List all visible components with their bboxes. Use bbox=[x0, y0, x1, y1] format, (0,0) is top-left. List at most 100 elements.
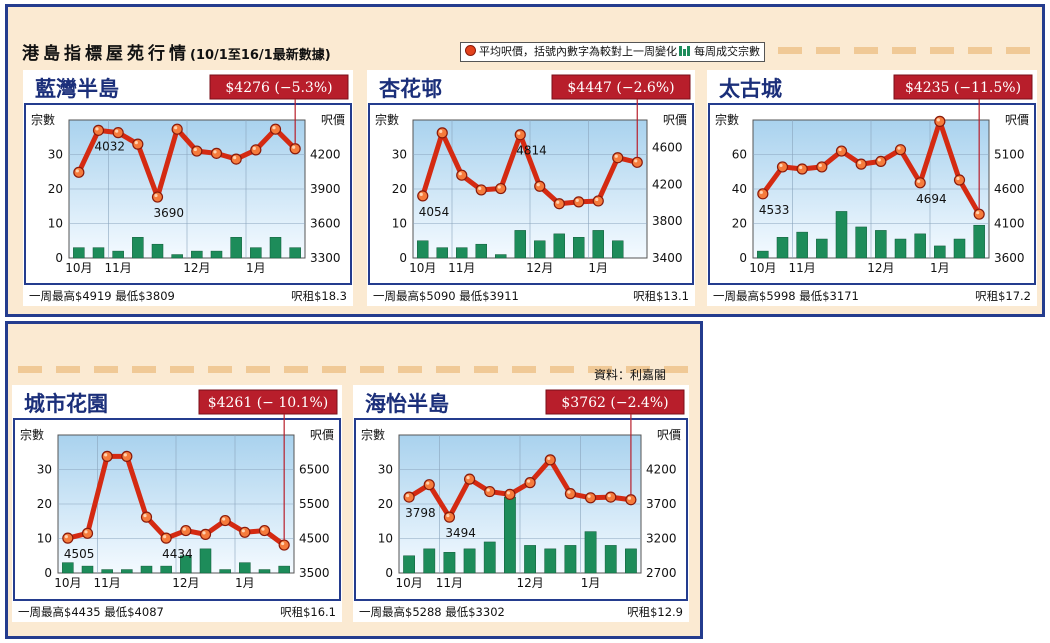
price-point bbox=[210, 147, 223, 159]
price-point bbox=[132, 138, 144, 150]
price-point bbox=[631, 156, 643, 168]
price-point bbox=[92, 124, 105, 136]
right-tick-label: 2700 bbox=[646, 566, 677, 580]
price-callout-box bbox=[545, 389, 685, 415]
x-tick-label: 1月 bbox=[246, 261, 266, 275]
price-point-highlight bbox=[261, 527, 265, 531]
volume-bar bbox=[934, 245, 946, 259]
legend-volume-label: 每周成交宗數 bbox=[694, 45, 760, 58]
left-tick-label: 30 bbox=[37, 463, 52, 477]
price-point-highlight bbox=[614, 154, 618, 158]
volume-bar bbox=[62, 562, 74, 574]
right-tick-label: 4200 bbox=[646, 463, 677, 477]
volume-bar bbox=[855, 226, 867, 259]
chart-card-taikoo-shing: 太古城 $4235 (−11.5%) 宗數 呎價 0 20 40 60 3600 4100 4600… bbox=[707, 70, 1037, 306]
right-tick-label: 3400 bbox=[652, 251, 683, 265]
price-point-highlight bbox=[143, 514, 147, 518]
right-tick-label: 3500 bbox=[299, 566, 330, 580]
price-point bbox=[605, 491, 617, 503]
right-axis-label: 呎價 bbox=[310, 428, 334, 442]
right-tick-label: 3700 bbox=[646, 497, 677, 511]
chart-card-city-garden: 城市花園 $4261 (− 10.1%) 宗數 呎價 0 10 20 30 3500 4500 55… bbox=[12, 385, 342, 622]
x-tick-label: 11月 bbox=[105, 261, 132, 275]
price-point-highlight bbox=[182, 527, 186, 531]
legend-price-label: 平均呎價，括號內數字為較對上一周變化 bbox=[479, 45, 677, 58]
chart-svg: 海怡半島 $3762 (−2.4%) 宗數 呎價 0 10 20 30 2700 3200 3700… bbox=[354, 389, 688, 619]
left-tick-label: 0 bbox=[739, 251, 747, 265]
price-point bbox=[269, 123, 282, 135]
price-point bbox=[816, 161, 828, 173]
price-point bbox=[219, 514, 231, 527]
price-point bbox=[914, 177, 926, 189]
volume-bar bbox=[132, 237, 144, 259]
price-point bbox=[81, 527, 94, 539]
footer-rent: 呎租$18.3 bbox=[291, 289, 347, 303]
volume-bar bbox=[776, 237, 789, 259]
volume-bar bbox=[564, 545, 577, 574]
left-axis-label: 宗數 bbox=[361, 427, 385, 442]
price-point bbox=[443, 511, 456, 523]
price-callout: $3762 (−2.4%) bbox=[561, 395, 668, 411]
price-point-highlight bbox=[526, 479, 531, 483]
volume-bar bbox=[81, 565, 94, 574]
volume-bar bbox=[504, 496, 516, 574]
price-point-highlight bbox=[75, 169, 79, 173]
x-tick-label: 10月 bbox=[54, 576, 81, 590]
chart-card-south-horizons: 海怡半島 $3762 (−2.4%) 宗數 呎價 0 10 20 30 2700 3200 3700… bbox=[353, 385, 689, 622]
volume-bar bbox=[914, 233, 926, 259]
x-tick-label: 11月 bbox=[448, 261, 475, 275]
price-point bbox=[776, 161, 789, 173]
left-tick-label: 20 bbox=[48, 182, 63, 196]
price-point bbox=[757, 188, 769, 200]
price-point bbox=[160, 532, 172, 544]
price-callout: $4276 (−5.3%) bbox=[225, 80, 332, 96]
price-point bbox=[62, 532, 74, 544]
price-callout: $4261 (− 10.1%) bbox=[208, 395, 329, 411]
left-tick-label: 20 bbox=[732, 217, 747, 231]
right-tick-label: 4200 bbox=[310, 148, 341, 162]
volume-bar bbox=[835, 211, 848, 259]
price-point-highlight bbox=[976, 211, 980, 215]
left-axis-label: 宗數 bbox=[375, 112, 399, 127]
right-tick-label: 6500 bbox=[299, 463, 330, 477]
price-point bbox=[534, 180, 546, 192]
x-tick-label: 12月 bbox=[526, 261, 553, 275]
price-point-highlight bbox=[95, 127, 99, 131]
volume-bar bbox=[258, 569, 271, 574]
left-tick-label: 20 bbox=[392, 182, 407, 196]
price-point-highlight bbox=[838, 147, 842, 152]
price-point-highlight bbox=[818, 163, 822, 168]
price-point-highlight bbox=[607, 494, 611, 498]
price-point bbox=[403, 491, 415, 503]
price-point bbox=[230, 153, 242, 165]
price-point-highlight bbox=[917, 179, 921, 183]
footer-high-low: 一周最高$4435 最低$4087 bbox=[18, 605, 164, 619]
price-point bbox=[239, 526, 251, 538]
price-point bbox=[514, 129, 526, 141]
right-tick-label: 4600 bbox=[652, 141, 683, 155]
footer-high-low: 一周最高$5998 最低$3171 bbox=[713, 289, 859, 303]
volume-bar bbox=[625, 548, 637, 574]
left-tick-label: 30 bbox=[48, 148, 63, 162]
price-point-highlight bbox=[84, 530, 88, 534]
footer-rent: 呎租$13.1 bbox=[633, 289, 689, 303]
price-point bbox=[180, 524, 192, 537]
price-point-highlight bbox=[272, 126, 276, 130]
volume-bar bbox=[816, 238, 828, 259]
price-point bbox=[191, 145, 203, 157]
volume-bar bbox=[973, 224, 985, 259]
price-point-highlight bbox=[123, 453, 127, 457]
volume-bar bbox=[423, 548, 436, 574]
volume-bar bbox=[483, 541, 496, 574]
x-tick-label: 1月 bbox=[235, 576, 255, 590]
x-tick-label: 10月 bbox=[409, 261, 436, 275]
price-point bbox=[151, 191, 164, 203]
price-point bbox=[140, 511, 153, 523]
price-point bbox=[934, 115, 946, 127]
x-tick-label: 12月 bbox=[183, 261, 210, 275]
x-tick-label: 10月 bbox=[395, 576, 422, 590]
price-point-highlight bbox=[439, 129, 443, 133]
chart-svg: 藍灣半島 $4276 (−5.3%) 宗數 呎價 0 10 20 30 3300 3600 3900… bbox=[24, 74, 352, 303]
left-tick-label: 0 bbox=[399, 251, 407, 265]
price-point-highlight bbox=[154, 193, 158, 198]
